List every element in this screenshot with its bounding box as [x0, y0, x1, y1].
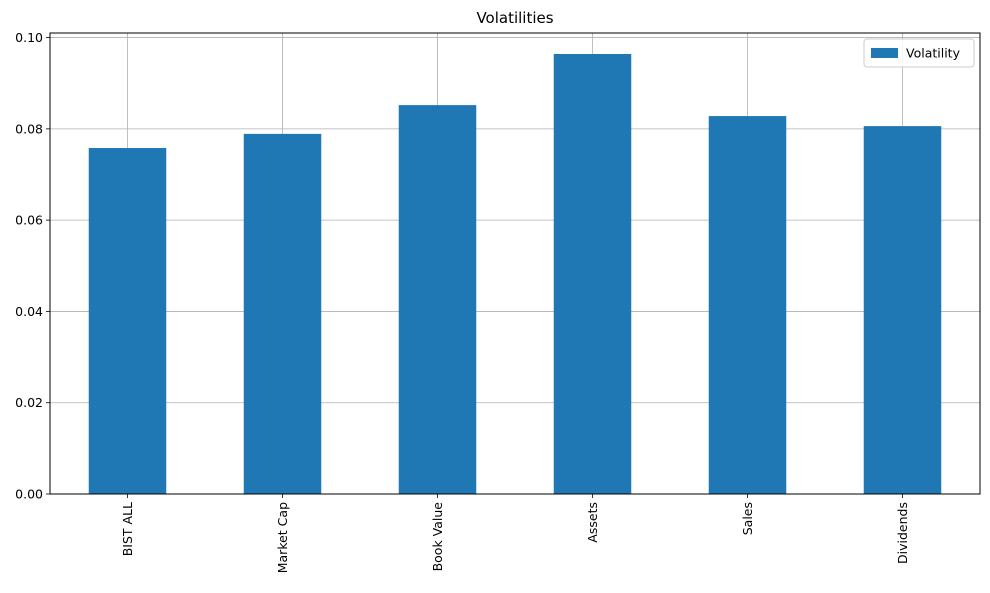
x-tick-label: Sales: [740, 502, 755, 535]
chart-title: Volatilities: [476, 9, 553, 27]
bars: [88, 53, 942, 495]
x-tick-label: Book Value: [430, 502, 445, 572]
y-tick-label: 0.10: [15, 30, 43, 45]
legend-swatch: [871, 48, 898, 58]
bar-0: [88, 148, 167, 494]
x-tick-label: Assets: [585, 502, 600, 543]
y-tick-label: 0.00: [15, 487, 43, 502]
y-tick-label: 0.06: [15, 213, 43, 228]
legend: Volatility: [863, 38, 975, 68]
legend-box: [863, 38, 975, 68]
tick-labels: 0.00 0.02 0.04 0.06 0.08 0.10 BIST ALL Market C…: [15, 30, 910, 573]
x-tick-label: Market Cap: [275, 502, 290, 573]
bar-2: [398, 105, 477, 495]
bar-4: [708, 116, 787, 494]
x-tick-label: Dividends: [895, 502, 910, 564]
bar-1: [243, 133, 322, 494]
y-tick-label: 0.08: [15, 121, 43, 136]
axes: [46, 32, 981, 498]
y-tick-label: 0.04: [15, 304, 43, 319]
legend-label: Volatility: [906, 46, 961, 61]
grid-lines: [50, 33, 980, 495]
bar-5: [863, 126, 942, 495]
y-tick-label: 0.02: [15, 395, 43, 410]
x-tick-label: BIST ALL: [120, 502, 135, 556]
bar-3: [553, 53, 632, 495]
plot-frame: [49, 32, 981, 495]
